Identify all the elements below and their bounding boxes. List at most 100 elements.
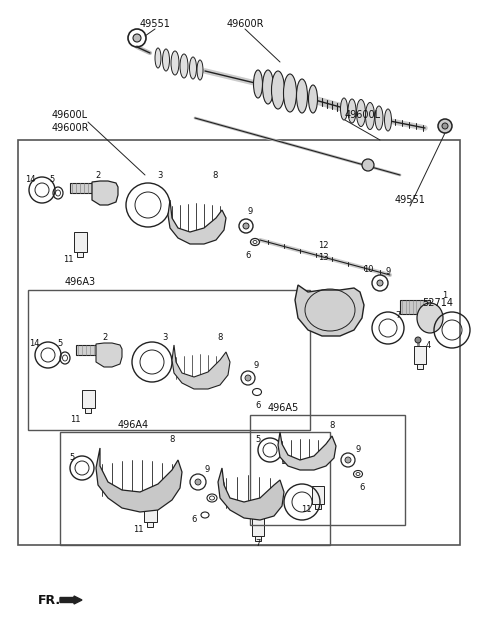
Text: 2: 2 [102,334,108,343]
Text: 49551: 49551 [140,19,170,29]
Ellipse shape [190,57,196,79]
Bar [417,364,423,369]
Bar [312,486,324,504]
Ellipse shape [375,106,383,130]
Ellipse shape [253,70,263,98]
Text: 2: 2 [96,171,101,179]
Text: 9: 9 [385,267,391,277]
Text: 7: 7 [396,312,401,320]
Bar [147,521,153,526]
Text: 11: 11 [301,506,311,514]
Circle shape [345,457,351,463]
Ellipse shape [348,99,356,123]
Polygon shape [96,448,182,512]
Text: 9: 9 [219,482,225,490]
Bar [18,140,460,545]
Ellipse shape [417,303,443,333]
Text: FR.: FR. [38,593,61,607]
Text: 5: 5 [49,176,55,185]
Text: 6: 6 [360,482,365,492]
Bar [76,345,96,355]
Bar [315,504,321,509]
Text: 10: 10 [363,265,373,274]
Text: 1: 1 [443,291,448,300]
Text: 52714: 52714 [422,298,453,308]
Ellipse shape [340,98,348,120]
Text: 14: 14 [29,339,39,348]
Ellipse shape [263,70,274,104]
Text: 9: 9 [253,362,259,370]
Ellipse shape [357,99,365,126]
Text: 5: 5 [58,339,62,348]
Polygon shape [172,345,230,389]
Ellipse shape [284,74,297,112]
Text: 11: 11 [70,415,80,425]
Circle shape [438,119,452,133]
Text: 10: 10 [280,458,290,466]
Polygon shape [278,432,336,470]
Ellipse shape [365,102,374,130]
Bar [400,300,430,314]
Text: 496A5: 496A5 [268,403,299,413]
Text: 5: 5 [255,435,261,444]
Bar [414,346,426,364]
Ellipse shape [171,51,179,75]
Ellipse shape [384,109,392,131]
Circle shape [133,34,141,42]
Bar [60,432,330,545]
Text: 13: 13 [318,253,329,262]
Bar [250,415,405,525]
Text: 49600R: 49600R [52,123,89,133]
Polygon shape [92,181,118,205]
Circle shape [377,280,383,286]
Text: 4: 4 [425,341,431,349]
Circle shape [362,159,374,171]
Ellipse shape [163,49,169,71]
Text: 11: 11 [63,255,73,265]
Bar [70,183,92,193]
Text: 9: 9 [247,207,252,217]
Text: 49600L: 49600L [345,110,381,120]
Polygon shape [96,343,122,367]
Polygon shape [295,285,364,336]
Text: 496A3: 496A3 [65,277,96,287]
Ellipse shape [197,60,203,80]
Text: 496A4: 496A4 [118,420,149,430]
Ellipse shape [272,71,285,109]
Polygon shape [168,200,226,244]
Text: 3: 3 [157,171,163,179]
Text: 49600L: 49600L [52,110,88,120]
Bar [82,389,95,408]
Text: 7: 7 [255,538,261,547]
Bar [77,252,83,257]
Text: 5: 5 [70,453,74,461]
Circle shape [245,375,251,381]
Text: 11: 11 [133,525,143,535]
Bar [144,502,156,521]
Circle shape [243,223,249,229]
Text: 49600R: 49600R [226,19,264,29]
Bar [85,408,91,413]
Ellipse shape [155,48,161,68]
Bar [73,232,86,252]
Text: 6: 6 [255,401,261,411]
Bar [255,536,261,541]
Text: 8: 8 [169,435,175,444]
Text: 6: 6 [192,516,197,525]
Text: 49551: 49551 [395,195,425,205]
Bar [252,518,264,536]
Circle shape [195,479,201,485]
Polygon shape [218,468,284,520]
Text: 12: 12 [318,241,328,250]
Circle shape [442,123,448,129]
Ellipse shape [309,85,317,113]
Bar [28,290,310,430]
Text: 9: 9 [355,446,360,454]
FancyArrow shape [60,596,82,604]
Text: 14: 14 [25,176,35,185]
Text: 8: 8 [217,334,223,343]
Text: 8: 8 [212,171,218,179]
Text: 8: 8 [329,420,335,430]
Text: 9: 9 [204,466,210,475]
Ellipse shape [180,54,188,78]
